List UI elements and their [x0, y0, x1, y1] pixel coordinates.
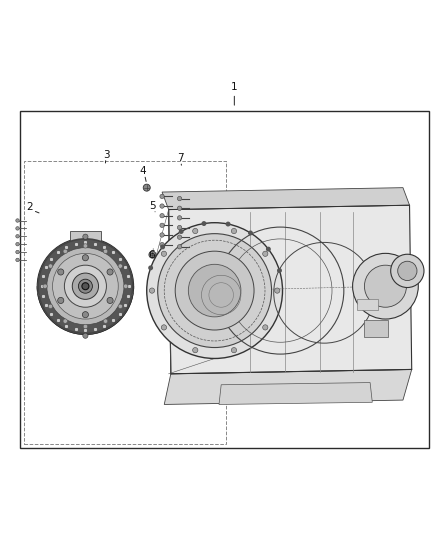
Circle shape — [16, 227, 19, 230]
Circle shape — [158, 233, 272, 348]
Bar — [357, 300, 378, 310]
Circle shape — [82, 312, 88, 318]
Circle shape — [16, 243, 19, 246]
Circle shape — [64, 265, 106, 307]
Circle shape — [63, 249, 67, 254]
Circle shape — [38, 239, 133, 334]
Circle shape — [107, 297, 113, 303]
Circle shape — [161, 251, 166, 256]
Circle shape — [47, 248, 124, 325]
Circle shape — [175, 251, 254, 330]
Circle shape — [161, 245, 164, 249]
Polygon shape — [162, 188, 410, 209]
Circle shape — [83, 234, 88, 239]
Circle shape — [177, 245, 182, 249]
Circle shape — [278, 269, 281, 272]
Circle shape — [160, 214, 164, 218]
Circle shape — [263, 251, 268, 256]
Circle shape — [78, 279, 92, 293]
Circle shape — [149, 251, 156, 258]
Circle shape — [16, 219, 19, 222]
Circle shape — [16, 251, 19, 254]
Circle shape — [275, 288, 280, 293]
Text: 1: 1 — [231, 82, 238, 92]
Circle shape — [193, 348, 198, 353]
Circle shape — [177, 206, 182, 211]
Circle shape — [249, 231, 252, 235]
Circle shape — [124, 284, 128, 288]
Circle shape — [103, 319, 108, 324]
Circle shape — [177, 216, 182, 220]
Bar — [24, 161, 226, 444]
Circle shape — [188, 264, 241, 317]
Circle shape — [177, 197, 182, 201]
Text: 2: 2 — [26, 203, 33, 212]
Circle shape — [149, 288, 155, 293]
Circle shape — [267, 247, 270, 251]
Circle shape — [160, 243, 164, 247]
Circle shape — [143, 184, 150, 191]
Circle shape — [147, 223, 283, 359]
Circle shape — [107, 269, 113, 275]
Circle shape — [177, 235, 182, 239]
Text: 3: 3 — [102, 150, 110, 160]
Text: 6: 6 — [148, 249, 155, 260]
Polygon shape — [164, 369, 412, 405]
Circle shape — [83, 244, 88, 248]
Circle shape — [58, 269, 64, 275]
Circle shape — [364, 265, 406, 307]
Circle shape — [231, 229, 237, 233]
Circle shape — [193, 229, 198, 233]
Bar — [20, 111, 429, 448]
Circle shape — [83, 333, 88, 338]
Circle shape — [160, 194, 164, 199]
Circle shape — [58, 297, 64, 303]
Circle shape — [160, 223, 164, 228]
Bar — [70, 319, 101, 330]
Circle shape — [177, 225, 182, 230]
Circle shape — [103, 249, 108, 254]
Circle shape — [263, 325, 268, 330]
Bar — [70, 231, 101, 243]
Bar — [364, 320, 388, 336]
Circle shape — [53, 253, 118, 319]
Circle shape — [160, 233, 164, 237]
Circle shape — [180, 230, 183, 233]
Circle shape — [48, 304, 53, 309]
Polygon shape — [219, 383, 372, 405]
Circle shape — [353, 253, 418, 319]
Circle shape — [37, 238, 134, 334]
Circle shape — [48, 264, 53, 268]
Text: 7: 7 — [177, 153, 184, 163]
Circle shape — [226, 222, 230, 226]
Circle shape — [202, 222, 206, 225]
Circle shape — [82, 282, 89, 290]
Circle shape — [391, 254, 424, 287]
Circle shape — [83, 324, 88, 329]
Circle shape — [43, 284, 47, 288]
Polygon shape — [169, 205, 412, 374]
Text: 4: 4 — [140, 166, 147, 176]
Circle shape — [63, 319, 67, 324]
Circle shape — [118, 304, 123, 309]
Circle shape — [231, 348, 237, 353]
Circle shape — [72, 273, 99, 300]
Circle shape — [161, 325, 166, 330]
Circle shape — [16, 235, 19, 238]
Circle shape — [398, 261, 417, 280]
Circle shape — [82, 255, 88, 261]
Circle shape — [16, 258, 19, 262]
Circle shape — [118, 264, 123, 268]
Text: 5: 5 — [149, 201, 156, 211]
Circle shape — [160, 204, 164, 208]
Circle shape — [149, 266, 152, 270]
